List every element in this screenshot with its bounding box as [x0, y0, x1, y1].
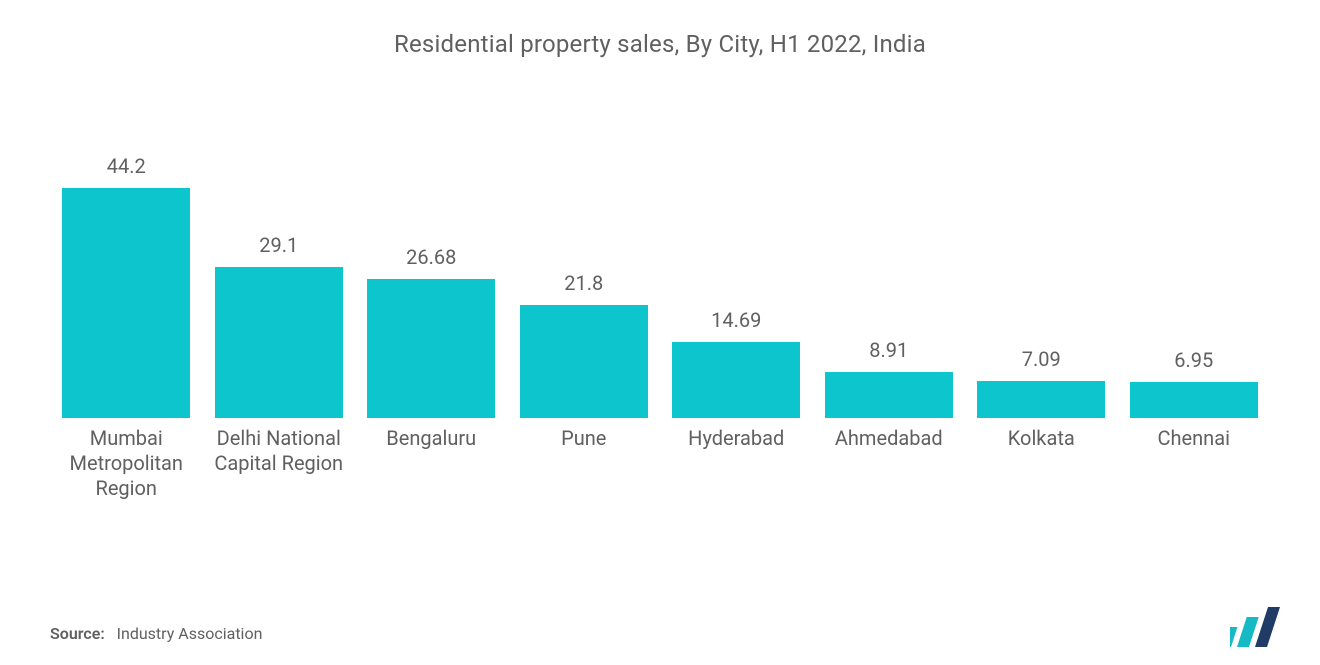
x-axis-label: Mumbai Metropolitan Region — [50, 426, 203, 501]
bar-column: 44.2 — [50, 118, 203, 418]
bar-column: 7.09 — [965, 118, 1118, 418]
bar-value-label: 7.09 — [1022, 347, 1061, 371]
bar — [215, 267, 343, 418]
bar-value-label: 29.1 — [259, 233, 298, 257]
bar — [367, 279, 495, 418]
x-axis-label: Delhi National Capital Region — [203, 426, 356, 501]
bar-value-label: 6.95 — [1174, 348, 1213, 372]
bar-value-label: 8.91 — [869, 338, 908, 362]
source-text: Industry Association — [117, 624, 263, 643]
x-axis-label: Bengaluru — [355, 426, 508, 501]
bar-column: 6.95 — [1118, 118, 1271, 418]
chart-title: Residential property sales, By City, H1 … — [40, 30, 1280, 58]
plot-area: 44.2 29.1 26.68 21.8 14.69 8.91 7.09 6.95 — [40, 118, 1280, 418]
chart-container: Residential property sales, By City, H1 … — [0, 0, 1320, 665]
bar-value-label: 21.8 — [564, 271, 603, 295]
bar — [672, 342, 800, 418]
bar-value-label: 44.2 — [107, 154, 146, 178]
bar — [520, 305, 648, 418]
x-axis-labels: Mumbai Metropolitan RegionDelhi National… — [40, 418, 1280, 501]
bar — [825, 372, 953, 418]
bar-column: 26.68 — [355, 118, 508, 418]
bar-value-label: 26.68 — [406, 245, 456, 269]
bar — [977, 381, 1105, 418]
bar — [1130, 382, 1258, 418]
brand-logo — [1230, 607, 1290, 647]
x-axis-label: Ahmedabad — [813, 426, 966, 501]
bar-value-label: 14.69 — [711, 308, 761, 332]
x-axis-label: Chennai — [1118, 426, 1271, 501]
bar — [62, 188, 190, 418]
x-axis-label: Hyderabad — [660, 426, 813, 501]
x-axis-label: Pune — [508, 426, 661, 501]
bar-column: 14.69 — [660, 118, 813, 418]
source-line: Source: Industry Association — [50, 624, 262, 643]
x-axis-label: Kolkata — [965, 426, 1118, 501]
bar-column: 21.8 — [508, 118, 661, 418]
source-label: Source: — [50, 624, 105, 643]
bar-column: 29.1 — [203, 118, 356, 418]
bar-column: 8.91 — [813, 118, 966, 418]
